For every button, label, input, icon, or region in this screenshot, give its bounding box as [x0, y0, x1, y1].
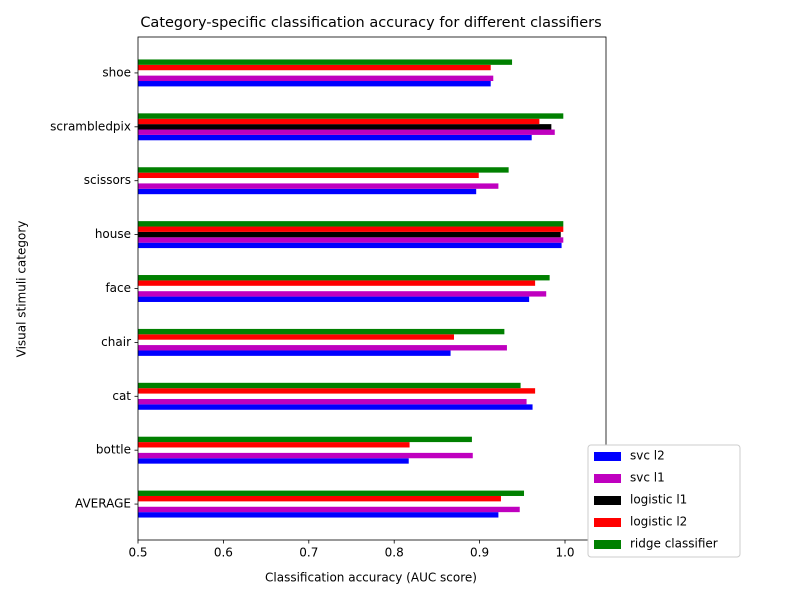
bar [138, 134, 532, 141]
y-tick-label: scrambledpix [50, 119, 131, 133]
bar [138, 167, 509, 173]
x-tick-label: 1.0 [555, 546, 574, 560]
legend-swatch [594, 540, 621, 549]
bar [138, 59, 513, 65]
bar [138, 226, 564, 232]
bar [138, 345, 507, 351]
x-tick-label: 0.8 [385, 546, 404, 560]
bar [138, 242, 562, 249]
y-tick-label: scissors [84, 173, 131, 187]
x-tick-label: 0.7 [299, 546, 318, 560]
legend-swatch [594, 518, 621, 527]
bar [138, 296, 530, 302]
bar [138, 495, 501, 502]
bar [138, 334, 454, 340]
plot-area [138, 59, 564, 518]
bar [138, 280, 536, 286]
legend-swatch [594, 496, 621, 505]
x-tick-label: 0.9 [470, 546, 489, 560]
bar [138, 275, 550, 281]
y-tick-label: cat [112, 389, 131, 403]
bar [138, 404, 533, 410]
bar [138, 75, 494, 82]
y-tick-label: bottle [96, 443, 131, 457]
y-tick-label: chair [101, 335, 131, 349]
legend-label: logistic l1 [630, 493, 687, 507]
bar [138, 382, 521, 389]
plot-frame [137, 36, 607, 541]
chart-title: Category-specific classification accurac… [140, 15, 601, 31]
bar [138, 124, 552, 130]
bar [138, 506, 520, 513]
bar [138, 237, 564, 243]
legend-swatch [594, 452, 621, 461]
bar [138, 64, 491, 71]
y-tick-label: shoe [102, 65, 131, 79]
bar [138, 442, 410, 448]
bar [138, 183, 499, 189]
x-tick-label: 0.6 [214, 546, 233, 560]
x-axis-label: Classification accuracy (AUC score) [265, 571, 477, 585]
bar [138, 113, 564, 119]
bar [138, 490, 525, 496]
legend-swatch [594, 474, 621, 483]
bar [138, 398, 527, 405]
x-tick-label: 0.5 [128, 546, 147, 560]
bar [138, 328, 505, 335]
bar [138, 436, 472, 443]
y-tick-label: face [105, 281, 131, 295]
bar [138, 388, 536, 394]
bar [138, 452, 473, 459]
legend-box [587, 444, 741, 558]
bar [138, 231, 561, 238]
legend-label: svc l2 [630, 449, 665, 463]
legend-label: svc l1 [630, 471, 665, 485]
bar [138, 350, 451, 356]
bar [138, 172, 479, 179]
bar [138, 188, 477, 195]
y-tick-label: AVERAGE [75, 497, 131, 511]
legend-label: logistic l2 [630, 515, 687, 529]
y-tick-label: house [95, 227, 131, 241]
bar [138, 291, 547, 297]
bar [138, 458, 409, 464]
y-axis-label: Visual stimuli category [15, 221, 29, 358]
bar [138, 81, 491, 87]
bar [138, 221, 564, 227]
bar [138, 129, 555, 135]
bar [138, 512, 499, 518]
bar [138, 118, 540, 125]
legend-label: ridge classifier [630, 537, 718, 551]
